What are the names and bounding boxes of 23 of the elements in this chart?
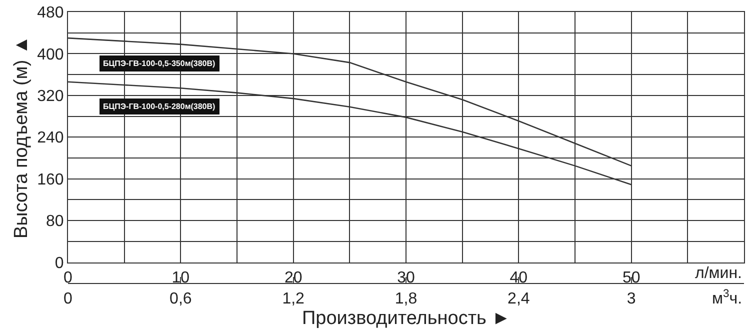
x-tick-label: 10 xyxy=(172,269,190,286)
series-label: БЦПЭ-ГВ-100-0,5-350м(380В) xyxy=(103,59,216,68)
x-tick-label: 20 xyxy=(284,269,302,286)
x-tick-label: 50 xyxy=(622,269,640,286)
text: л/мин. xyxy=(695,265,742,282)
x2-tick-label: 1,2 xyxy=(282,290,305,308)
y-tick-label: 240 xyxy=(37,130,64,147)
y-tick-label: 160 xyxy=(37,171,64,188)
x2-tick-label: 1,8 xyxy=(394,290,418,308)
y-tick-label: 0 xyxy=(54,254,64,272)
y-tick-label: 320 xyxy=(37,88,64,106)
x-tick-label: 40 xyxy=(510,269,528,286)
x2-tick-label: 2,4 xyxy=(508,290,530,308)
x2-tick-label: 0,6 xyxy=(170,290,192,308)
text: м$^{3}$ч. xyxy=(712,288,742,308)
x-tick-label: 30 xyxy=(397,269,415,286)
y-tick-label: 400 xyxy=(37,46,64,64)
x2-tick-label: 3 xyxy=(626,290,636,308)
y-tick-label: 80 xyxy=(46,213,64,230)
y-tick-label: 480 xyxy=(37,4,64,22)
series-label: БЦПЭ-ГВ-100-0,5-280м(380В) xyxy=(103,102,216,111)
x-axis-title: Производительность ► xyxy=(302,308,510,329)
y-axis-title: Высота подъема (м) ▲ xyxy=(10,36,32,239)
